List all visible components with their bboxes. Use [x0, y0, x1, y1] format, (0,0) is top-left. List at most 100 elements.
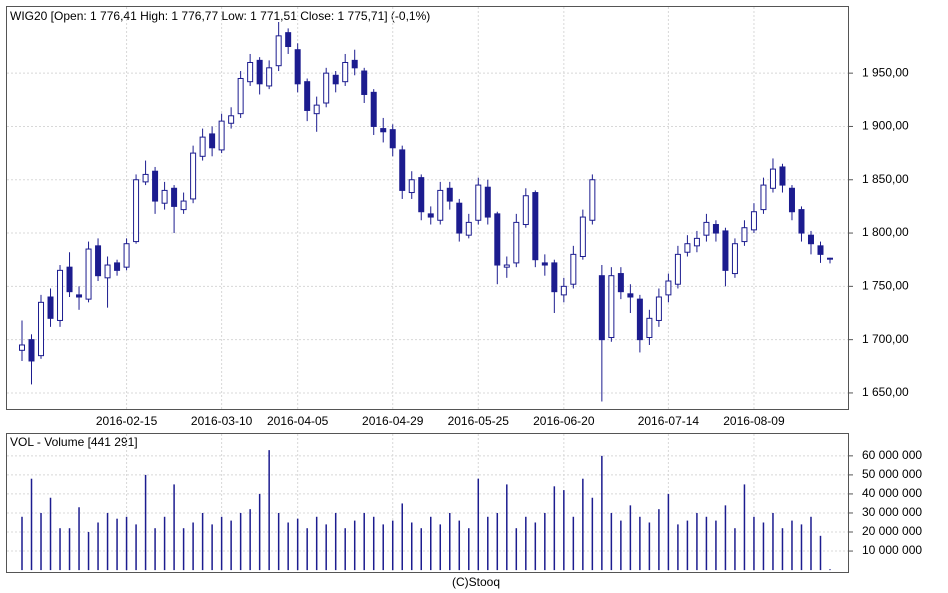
volume-bar: [629, 505, 632, 571]
y-tick-label: 1 900,00: [862, 119, 909, 133]
volume-bar: [449, 512, 451, 571]
candle-body: [522, 195, 529, 226]
y-tick-label: 1 650,00: [862, 385, 909, 399]
candle-body: [266, 67, 273, 87]
volume-panel: [6, 433, 849, 573]
volume-bar: [506, 484, 508, 571]
volume-bar: [639, 516, 641, 571]
candle-body: [161, 189, 168, 204]
candle-body: [389, 129, 396, 149]
volume-bar: [762, 522, 765, 571]
volume-bar: [781, 528, 784, 571]
candle-body: [85, 248, 92, 300]
candle-body: [199, 136, 206, 157]
volume-bar: [410, 522, 413, 571]
volume-bar: [810, 516, 812, 571]
volume-bar: [458, 520, 461, 571]
candle-body: [788, 187, 795, 213]
volume-bar: [163, 516, 166, 571]
volume-bar: [648, 522, 651, 571]
volume-bar: [154, 528, 156, 571]
price-title: WIG20 [Open: 1 776,41 High: 1 776,77 Low…: [10, 9, 430, 23]
candle-body: [703, 221, 710, 236]
volume-bar: [344, 528, 346, 571]
candle-body: [465, 221, 472, 236]
candle-body: [598, 275, 605, 341]
volume-bar: [315, 516, 318, 571]
candle-body: [275, 35, 282, 67]
volume-bar: [125, 516, 128, 571]
y-tick-label: 1 800,00: [862, 225, 909, 239]
candle-body: [408, 179, 415, 194]
candle-body: [494, 213, 501, 266]
volume-bar: [173, 484, 175, 571]
candle-body: [760, 184, 767, 211]
volume-bar: [819, 535, 822, 571]
candle-body: [627, 293, 634, 298]
volume-bar: [258, 493, 261, 571]
x-tick-label: 2016-04-29: [362, 414, 424, 428]
candle-body: [655, 296, 662, 321]
volume-bar: [791, 520, 793, 571]
volume-bar: [116, 518, 118, 571]
footer: (C)Stooq: [452, 575, 500, 589]
candle-body: [579, 216, 586, 258]
y-tick-label: 60 000 000: [862, 448, 922, 462]
candle-body: [304, 81, 311, 111]
candle-body: [209, 133, 216, 149]
candle-body: [95, 245, 102, 277]
volume-bar: [277, 512, 280, 571]
volume-bar: [772, 512, 774, 571]
x-tick-label: 2016-04-05: [267, 414, 329, 428]
candle-body: [190, 152, 197, 200]
candle-body: [152, 170, 159, 202]
candle-body: [446, 187, 453, 202]
volume-bar: [658, 509, 660, 571]
volume-bar: [87, 532, 90, 571]
volume-bar: [211, 524, 213, 571]
y-tick-label: 1 700,00: [862, 332, 909, 346]
volume-bar: [800, 524, 803, 571]
candle-body: [427, 213, 434, 218]
candle-body: [47, 296, 54, 319]
candle-body: [541, 262, 548, 266]
volume-bar: [239, 512, 242, 571]
candle-body: [513, 221, 520, 264]
volume-bar: [534, 522, 537, 571]
candle-body: [332, 74, 339, 85]
volume-bar: [515, 528, 518, 571]
volume-bar: [553, 486, 556, 571]
candle-body: [769, 168, 776, 189]
volume-bar: [677, 524, 679, 571]
volume-bar: [610, 512, 613, 571]
volume-bar: [401, 503, 403, 571]
candle-body: [608, 275, 615, 339]
candle-body: [779, 166, 786, 186]
volume-bar: [334, 512, 337, 571]
volume-bar: [430, 516, 432, 571]
volume-bar: [49, 497, 52, 571]
candle-body: [380, 128, 387, 133]
candle-body: [646, 317, 653, 339]
volume-bar: [667, 493, 670, 571]
y-tick-label: 1 950,00: [862, 65, 909, 79]
y-tick-label: 20 000 000: [862, 524, 922, 538]
volume-bar: [468, 528, 470, 571]
volume-bar: [715, 520, 717, 571]
candle-body: [475, 184, 482, 221]
candle-body: [171, 187, 178, 207]
candle-body: [807, 234, 814, 245]
candle-body: [351, 59, 358, 69]
volume-bar: [144, 474, 147, 571]
x-tick-label: 2016-05-25: [448, 414, 510, 428]
candle-body: [399, 149, 406, 191]
candle-body: [66, 266, 73, 293]
volume-bar: [97, 522, 99, 571]
volume-bar: [439, 524, 442, 571]
candle-body: [418, 177, 425, 213]
x-tick-label: 2016-07-14: [638, 414, 700, 428]
candle-body: [589, 179, 596, 221]
volume-bar: [525, 516, 527, 571]
volume-bar: [477, 478, 480, 571]
